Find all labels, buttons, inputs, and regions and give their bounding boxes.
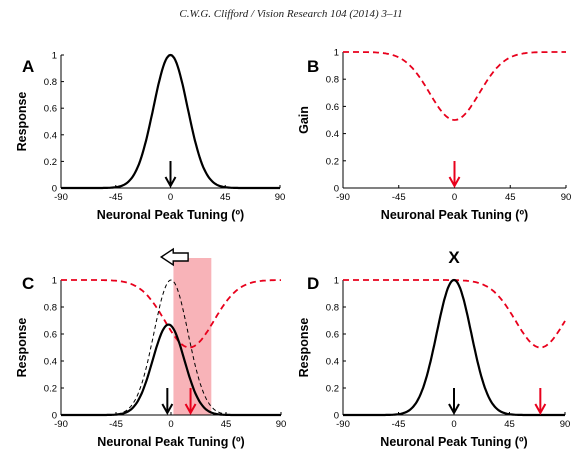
x-tick-label: -45 [109, 192, 123, 203]
y-tick-label: 1 [52, 276, 57, 287]
black-arrow [448, 388, 460, 416]
y-tick-label: 0 [52, 184, 57, 195]
x-tick-label: -90 [336, 192, 350, 203]
y-tick-label: 0.8 [44, 77, 57, 88]
y-tick-label: 0.8 [326, 303, 339, 314]
response-curve [61, 323, 281, 417]
y-axis-label: Gain [297, 106, 311, 134]
gain-curve [61, 279, 281, 349]
x-tick-label: -45 [392, 419, 406, 430]
y-tick-label: 0.4 [326, 357, 339, 368]
y-axis-label: Response [15, 92, 29, 152]
x-tick-label: 0 [168, 419, 173, 430]
y-tick-label: 0 [52, 411, 57, 422]
y-tick-label: 0.8 [326, 75, 339, 86]
y-tick-label: 0.6 [44, 104, 57, 115]
x-tick-label: 45 [221, 419, 232, 430]
y-tick-label: 0.4 [44, 130, 57, 141]
gain-curve [343, 279, 566, 349]
black-arrow [164, 161, 177, 189]
shift-left-arrow [159, 247, 189, 267]
x-tick-label: -90 [54, 419, 68, 430]
gain-curve [343, 51, 566, 121]
x-tick-label: 90 [561, 192, 572, 203]
panel-label: C [22, 274, 34, 293]
x-tick-label: 90 [275, 192, 286, 203]
x-tick-label: 90 [276, 419, 287, 430]
panel-label: A [22, 57, 34, 76]
x-tick-label: 90 [560, 419, 571, 430]
x-axis-label: Neuronal Peak Tuning (º) [380, 435, 527, 449]
x-tick-label: -90 [336, 419, 350, 430]
y-tick-label: 0.6 [44, 330, 57, 341]
y-tick-label: 0.6 [326, 330, 339, 341]
y-tick-label: 0.6 [326, 102, 339, 113]
x-tick-label: -90 [54, 192, 68, 203]
panel-b: 0 0.2 0.4 0.6 0.8 1 -90 -45 0 45 90 Neuronal Peak T… [297, 48, 571, 223]
x-tick-label: -45 [109, 419, 123, 430]
panel-c: 0 0.2 0.4 0.6 0.8 1 -90 -45 0 45 90 Neuronal Peak T… [15, 247, 287, 449]
x-tick-label: 0 [452, 192, 457, 203]
y-tick-label: 0.4 [44, 357, 57, 368]
y-tick-label: 0.2 [44, 157, 57, 168]
y-tick-label: 1 [334, 276, 339, 287]
y-tick-label: 0.2 [326, 156, 339, 167]
y-tick-label: 0.8 [44, 303, 57, 314]
y-tick-label: 0 [334, 411, 339, 422]
y-axis-label: Response [297, 318, 311, 378]
panel-label: D [307, 274, 319, 293]
response-curve [343, 278, 565, 417]
x-tick-label: 45 [220, 192, 231, 203]
x-axis-label: Neuronal Peak Tuning (º) [97, 208, 244, 222]
journal-header: C.W.G. Clifford / Vision Research 104 (2… [179, 8, 403, 20]
x-tick-label: 0 [451, 419, 456, 430]
red-arrow [184, 388, 197, 416]
shaded-region [173, 258, 212, 415]
x-tick-label: 45 [504, 419, 515, 430]
y-tick-label: 1 [52, 51, 57, 62]
y-tick-label: 1 [334, 48, 339, 59]
red-arrow [534, 388, 547, 416]
panel-d: 0 0.2 0.4 0.6 0.8 1 -90 -45 0 45 90 Neuronal Peak T… [297, 248, 570, 449]
x-axis-label: Neuronal Peak Tuning (º) [97, 435, 244, 449]
black-arrow [161, 388, 174, 416]
y-tick-label: 0.2 [44, 384, 57, 395]
response-curve [61, 53, 280, 190]
y-tick-label: 0 [334, 184, 339, 195]
panel-label: B [307, 57, 319, 76]
x-axis-label: Neuronal Peak Tuning (º) [381, 208, 528, 222]
panel-title: X [448, 248, 460, 267]
y-tick-label: 0.4 [326, 129, 339, 140]
x-tick-label: 45 [505, 192, 516, 203]
x-tick-label: -45 [392, 192, 406, 203]
y-axis-label: Response [15, 318, 29, 378]
red-arrow [448, 161, 461, 189]
panel-a: 0 0.2 0.4 0.6 0.8 1 -90 -45 0 45 90 Neuronal Peak T… [15, 51, 285, 223]
x-tick-label: 0 [168, 192, 173, 203]
unadapted-response-curve [61, 279, 281, 416]
y-tick-label: 0.2 [326, 384, 339, 395]
